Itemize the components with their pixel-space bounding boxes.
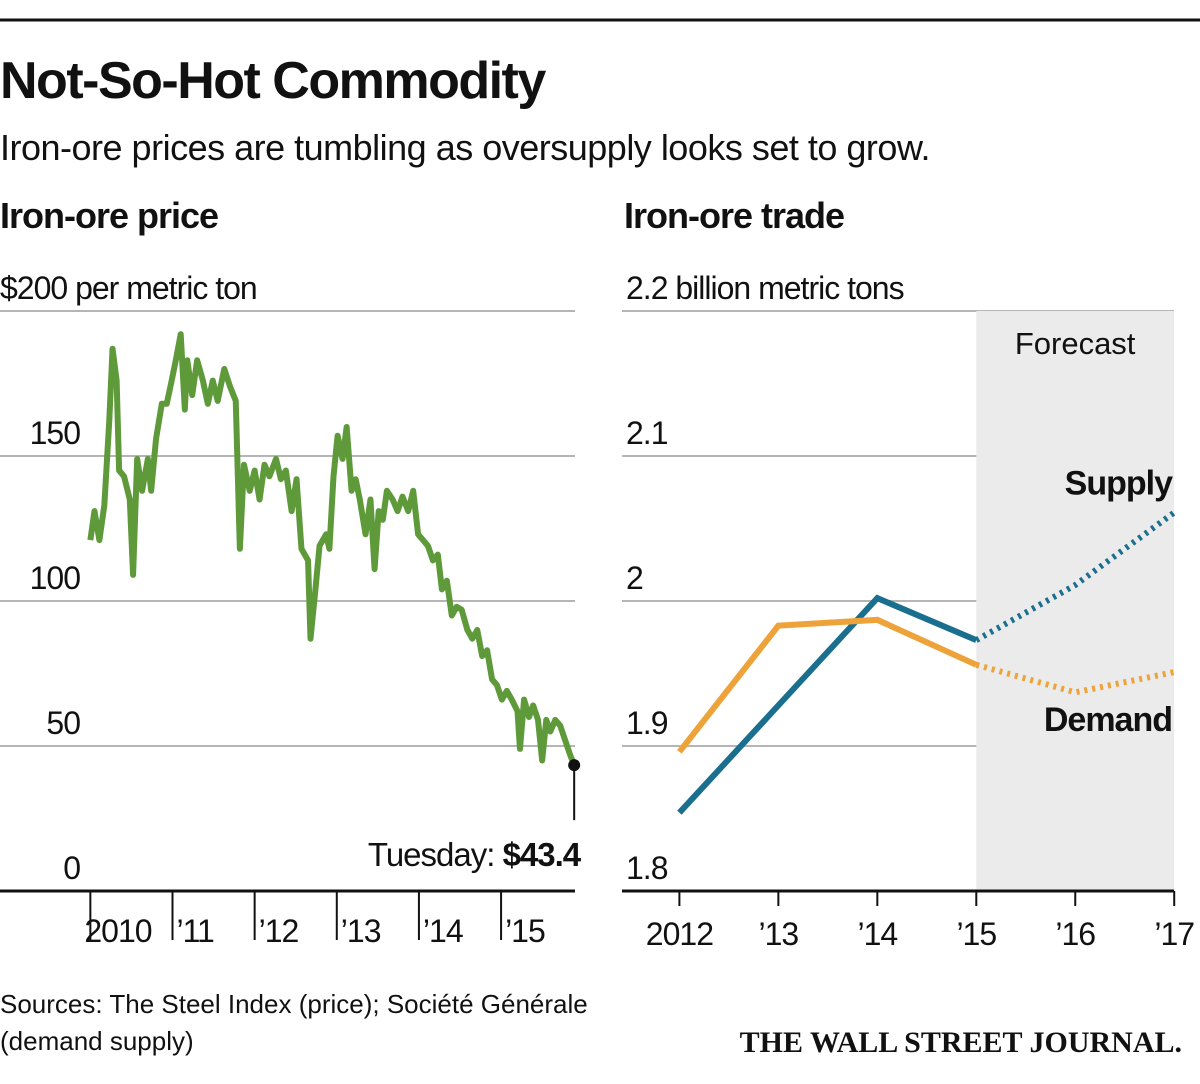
series-line: [677, 594, 978, 815]
x-tick-label: ’14: [857, 916, 897, 952]
y-tick-label: 0: [63, 850, 80, 886]
annotation-text: Tuesday:: [368, 836, 495, 873]
y-tick-label: 1.8: [626, 850, 668, 886]
y-tick-label: 2: [626, 560, 643, 596]
y-tick-label: 150: [30, 415, 81, 451]
x-tick-label: ’16: [1055, 916, 1095, 952]
x-tick-label: ’11: [177, 913, 215, 949]
x-tick-label: ’15: [505, 913, 545, 949]
forecast-region: [976, 311, 1174, 891]
x-tick-label: ’13: [341, 913, 381, 949]
x-tick-label: ’13: [759, 916, 799, 952]
forecast-label: Forecast: [1015, 326, 1136, 361]
title: Not-So-Hot Commodity: [0, 52, 546, 110]
y-tick-label: 50: [46, 705, 80, 741]
legend-label: Demand: [1044, 701, 1172, 739]
x-tick-label: 2012: [646, 916, 713, 952]
legend-label: Supply: [1065, 465, 1173, 503]
x-tick-label: ’14: [423, 913, 463, 949]
panel-title: Iron-ore price: [0, 195, 218, 236]
series-line: [974, 510, 1176, 643]
credit: THE WALL STREET JOURNAL.: [740, 1026, 1182, 1059]
y-tick-label: 2.1: [626, 415, 668, 451]
end-point: [568, 759, 581, 772]
annotation-value: $43.4: [503, 836, 582, 873]
x-tick-label: ’17: [1154, 916, 1194, 952]
y-tick-label: 2.2 billion metric tons: [626, 270, 904, 306]
y-tick-label: $200 per metric ton: [0, 270, 257, 306]
annotation: Tuesday: $43.4: [368, 836, 582, 873]
source: (demand supply): [0, 1026, 194, 1056]
subtitle: Iron-ore prices are tumbling as oversupp…: [0, 127, 930, 168]
series-line: [677, 616, 978, 754]
y-tick-label: 100: [30, 560, 81, 596]
series-line: [975, 661, 1175, 696]
price-line: [87, 331, 577, 767]
panel-title: Iron-ore trade: [624, 195, 844, 236]
y-tick-label: 1.9: [626, 705, 668, 741]
x-tick-label: ’15: [956, 916, 996, 952]
x-tick-label: ’12: [259, 913, 299, 949]
x-tick-label: 2010: [84, 913, 151, 949]
source: Sources: The Steel Index (price); Sociét…: [0, 989, 588, 1019]
